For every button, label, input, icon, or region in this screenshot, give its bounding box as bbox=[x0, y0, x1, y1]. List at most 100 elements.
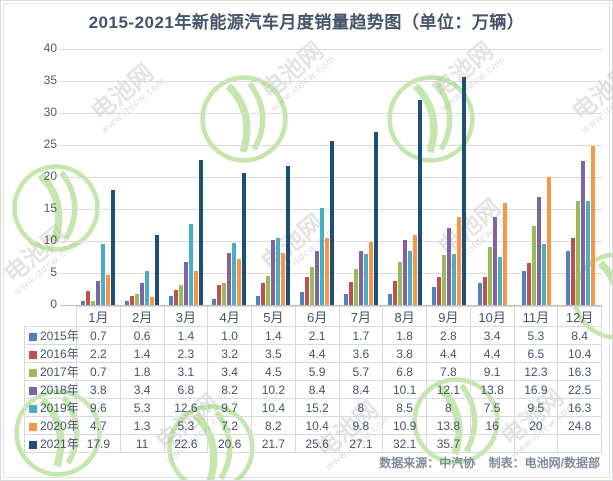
bar-2016年-8月 bbox=[392, 280, 397, 305]
bar-2015年-10月 bbox=[477, 283, 482, 305]
bar-2015年-9月 bbox=[431, 287, 436, 305]
x-axis-line bbox=[60, 305, 602, 306]
bar-2017年-12月 bbox=[575, 200, 580, 305]
bar-2017年-1月 bbox=[90, 300, 95, 305]
data-source-label: 数据来源：中汽协 bbox=[379, 456, 476, 470]
y-axis-tick-5: 5 bbox=[50, 265, 57, 279]
legend-cell-2016年: 2016年 bbox=[24, 344, 79, 363]
value-cell-2019年-11月: 9.5 bbox=[513, 398, 559, 417]
bar-2018年-11月 bbox=[536, 196, 541, 305]
value-cell-2016年-7月: 3.6 bbox=[338, 344, 384, 363]
bar-group-12月 bbox=[558, 49, 602, 305]
value-cell-2019年-8月: 8.5 bbox=[382, 398, 427, 417]
bar-2018年-3月 bbox=[183, 261, 188, 305]
bar-2016年-3月 bbox=[173, 290, 178, 305]
value-cell-2018年-6月: 8.4 bbox=[294, 380, 340, 399]
plot-area bbox=[60, 49, 602, 306]
value-cell-2016年-9月: 4.4 bbox=[426, 344, 471, 363]
bar-2017年-4月 bbox=[222, 283, 227, 305]
value-cell-2018年-10月: 13.8 bbox=[469, 380, 515, 399]
bar-2015年-7月 bbox=[343, 294, 348, 305]
bar-2015年-3月 bbox=[168, 296, 173, 305]
value-cell-2016年-2月: 1.4 bbox=[119, 344, 165, 363]
bar-2021年-8月 bbox=[417, 99, 422, 305]
month-header-7月: 7月 bbox=[338, 306, 384, 327]
bar-2020年-1月 bbox=[105, 274, 110, 305]
table-row-2016年: 2016年 2.2 1.4 2.3 3.2 3.5 4.4 3.6 3.8 4.4 4.4 6.5 10… bbox=[24, 344, 602, 363]
bar-2020年-4月 bbox=[237, 258, 242, 305]
legend-label-2019年: 2019年 bbox=[40, 401, 79, 415]
value-cell-2016年-11月: 6.5 bbox=[513, 344, 559, 363]
bar-2015年-5月 bbox=[256, 296, 261, 305]
value-cell-2021年-10月 bbox=[469, 434, 515, 453]
value-cell-2018年-4月: 8.2 bbox=[207, 380, 252, 399]
value-cell-2021年-12月 bbox=[557, 434, 602, 453]
month-header-9月: 9月 bbox=[426, 306, 471, 327]
bar-2020年-3月 bbox=[193, 271, 198, 305]
bar-2017年-7月 bbox=[353, 268, 358, 305]
value-cell-2019年-6月: 15.2 bbox=[294, 398, 340, 417]
value-cell-2015年-9月: 2.8 bbox=[426, 326, 471, 345]
month-header-row: 1月 2月 3月 4月 5月 6月 7月 8月 9月 10月 11月 12月 bbox=[24, 306, 602, 327]
value-cell-2021年-3月: 22.6 bbox=[163, 434, 209, 453]
legend-label-2016年: 2016年 bbox=[40, 347, 79, 361]
month-header-6月: 6月 bbox=[294, 306, 340, 327]
value-cell-2021年-6月: 25.6 bbox=[294, 434, 340, 453]
legend-label-2015年: 2015年 bbox=[40, 329, 79, 343]
month-header-12月: 12月 bbox=[557, 306, 602, 327]
bar-2020年-8月 bbox=[412, 235, 417, 305]
bar-2018年-4月 bbox=[227, 252, 232, 305]
month-header-2月: 2月 bbox=[119, 306, 165, 327]
table-row-2020年: 2020年 4.7 1.3 5.3 7.2 8.2 10.4 9.8 10.9 13.8 16 20 2… bbox=[24, 416, 602, 435]
bar-group-3月 bbox=[164, 49, 208, 305]
bar-group-10月 bbox=[471, 49, 515, 305]
value-cell-2020年-12月: 24.8 bbox=[557, 416, 602, 435]
bar-2015年-6月 bbox=[300, 291, 305, 305]
bar-2021年-9月 bbox=[461, 76, 466, 305]
bar-2018年-7月 bbox=[358, 251, 363, 305]
y-axis-tick-20: 20 bbox=[43, 169, 57, 183]
value-cell-2018年-9月: 12.1 bbox=[426, 380, 471, 399]
legend-cell-2017年: 2017年 bbox=[24, 362, 79, 381]
legend-swatch-2019年 bbox=[29, 405, 37, 413]
legend-swatch-2017年 bbox=[29, 369, 37, 377]
value-cell-2020年-2月: 1.3 bbox=[119, 416, 165, 435]
value-cell-2017年-1月: 0.7 bbox=[76, 362, 121, 381]
value-cell-2019年-2月: 5.3 bbox=[119, 398, 165, 417]
bar-2021年-4月 bbox=[242, 173, 247, 305]
value-cell-2021年-2月: 11 bbox=[119, 434, 165, 453]
legend-cell-2018年: 2018年 bbox=[24, 380, 79, 399]
value-cell-2019年-12月: 16.3 bbox=[557, 398, 602, 417]
month-header-8月: 8月 bbox=[382, 306, 427, 327]
value-cell-2018年-2月: 3.4 bbox=[119, 380, 165, 399]
bar-2021年-2月 bbox=[154, 234, 159, 305]
bar-2020年-10月 bbox=[502, 202, 507, 305]
bar-2019年-4月 bbox=[232, 242, 237, 305]
value-cell-2017年-9月: 7.8 bbox=[426, 362, 471, 381]
value-cell-2017年-12月: 16.3 bbox=[557, 362, 602, 381]
legend-swatch-2020年 bbox=[29, 423, 37, 431]
bar-2020年-5月 bbox=[281, 252, 286, 305]
y-axis-tick-30: 30 bbox=[43, 105, 57, 119]
value-cell-2017年-7月: 5.7 bbox=[338, 362, 384, 381]
table-maker-label: 制表：电池网/数据部 bbox=[488, 456, 600, 470]
bar-2017年-6月 bbox=[310, 267, 315, 305]
value-cell-2020年-10月: 16 bbox=[469, 416, 515, 435]
bar-2021年-7月 bbox=[373, 131, 378, 305]
value-cell-2020年-4月: 7.2 bbox=[207, 416, 252, 435]
legend-cell-2020年: 2020年 bbox=[24, 416, 79, 435]
data-table: 1月 2月 3月 4月 5月 6月 7月 8月 9月 10月 11月 12月 2015年 0.7 0.6 1… bbox=[24, 306, 602, 453]
bar-2018年-2月 bbox=[139, 283, 144, 305]
bar-group-2月 bbox=[120, 49, 164, 305]
bar-2021年-3月 bbox=[198, 160, 203, 305]
bar-2015年-4月 bbox=[212, 298, 217, 305]
bar-2015年-2月 bbox=[124, 301, 129, 305]
bar-2019年-1月 bbox=[100, 243, 105, 305]
month-header-11月: 11月 bbox=[513, 306, 559, 327]
value-cell-2021年-11月 bbox=[513, 434, 559, 453]
month-header-3月: 3月 bbox=[163, 306, 209, 327]
value-cell-2017年-8月: 6.8 bbox=[382, 362, 427, 381]
bar-2018年-8月 bbox=[402, 240, 407, 305]
legend-cell-2021年: 2021年 bbox=[24, 434, 79, 453]
